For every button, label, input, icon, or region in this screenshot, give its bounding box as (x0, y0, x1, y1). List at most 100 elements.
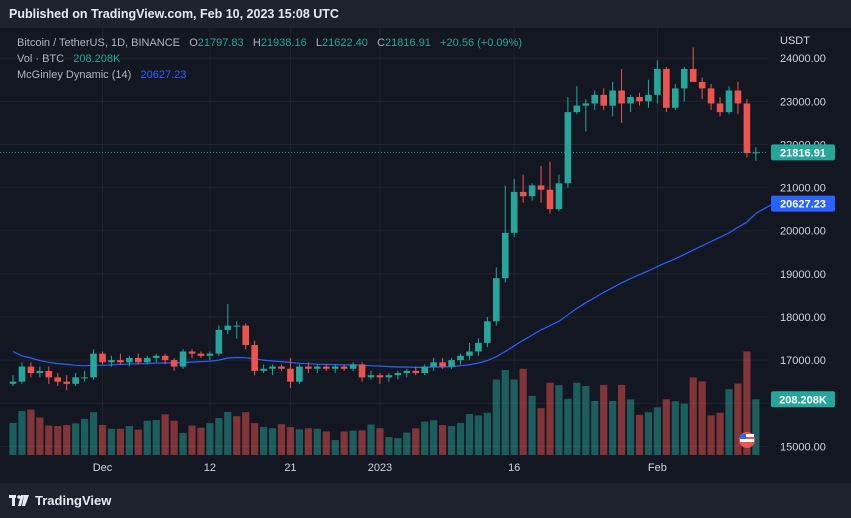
volume-bar (277, 424, 286, 455)
volume-bar (143, 420, 151, 455)
indicator-price-tag-text: 20627.23 (780, 199, 826, 211)
volume-bar (161, 414, 169, 455)
candle-body (287, 368, 294, 382)
candle-body (743, 103, 751, 154)
candle-body (269, 366, 276, 369)
volume-bar (716, 412, 724, 455)
currency-label: USDT (780, 35, 810, 47)
candle-body (493, 278, 500, 322)
chart-legend: Bitcoin / TetherUS, 1D, BINANCE O21797.8… (17, 35, 522, 83)
candle-body (224, 325, 232, 330)
volume-bar (251, 423, 259, 455)
candle-body (394, 373, 402, 376)
candle-body (376, 375, 384, 378)
x-tick-label: Dec (93, 462, 113, 474)
volume-bar (63, 425, 71, 455)
volume-bar (268, 428, 277, 455)
candle-body (358, 364, 366, 378)
candle-body (448, 360, 455, 367)
last-price-tag-bg (771, 144, 835, 161)
volume-bar (501, 369, 509, 455)
volume-bar (45, 425, 53, 455)
volume-bar (680, 403, 688, 455)
candle-body (734, 90, 742, 104)
volume-bar (734, 383, 742, 455)
candle-body (260, 368, 267, 371)
candle-body (654, 68, 661, 95)
volume-bar (340, 431, 348, 455)
candle-body (242, 325, 249, 346)
candle-body (672, 88, 679, 108)
legend-indicator-label: McGinley Dynamic (14) (17, 69, 132, 81)
volume-bar (600, 384, 608, 455)
legend-high-value: 21938.16 (260, 37, 307, 49)
y-tick-label: 21000.00 (780, 183, 826, 195)
candle-body (555, 183, 563, 210)
candle-body (636, 97, 643, 102)
volume-bar (752, 399, 760, 455)
volume-bar (671, 401, 679, 455)
candle-body (233, 325, 241, 327)
legend-open-label: O (189, 37, 198, 49)
candle-body (117, 360, 124, 363)
candle-body (582, 103, 590, 106)
candle-body (314, 366, 321, 369)
legend-open-value: 21797.83 (197, 37, 244, 49)
candle-body (564, 112, 572, 184)
volume-bar (170, 420, 178, 455)
volume-bar (215, 418, 223, 455)
candlestick-chart[interactable]: 15000.0016000.0017000.0018000.0019000.00… (0, 28, 851, 483)
x-tick-label: 16 (508, 462, 520, 474)
volume-bar (662, 399, 670, 455)
volume-bar (179, 433, 187, 455)
candle-body (197, 353, 205, 356)
volume-bar (197, 427, 205, 455)
volume-bar (349, 430, 357, 455)
candle-body (484, 321, 491, 343)
legend-volume-row: Vol · BTC 208.208K (17, 51, 522, 67)
volume-bar (492, 379, 500, 455)
y-tick-label: 15000.00 (780, 441, 826, 453)
volume-bar (421, 421, 429, 455)
candle-body (278, 366, 285, 369)
us-flag-stripe (740, 434, 754, 437)
volume-bar (54, 426, 62, 455)
volume-bar (537, 408, 545, 455)
volume-bar (447, 426, 456, 455)
legend-symbol: Bitcoin / TetherUS, 1D, BINANCE (17, 37, 181, 49)
volume-bar (81, 418, 89, 455)
us-flag-stripe (740, 439, 754, 442)
candle-body (707, 88, 715, 104)
candle-body (72, 377, 79, 384)
volume-bar (591, 400, 599, 455)
volume-bar (483, 412, 491, 455)
y-tick-label: 24000.00 (780, 53, 826, 65)
x-tick-label: Feb (648, 462, 667, 474)
y-tick-label: 17000.00 (780, 355, 826, 367)
top-bar (0, 0, 851, 28)
volume-bar (403, 432, 411, 455)
volume-bar (242, 412, 250, 455)
candle-body (403, 370, 411, 374)
volume-bar (394, 438, 402, 455)
candle-body (18, 366, 26, 382)
candle-body (36, 370, 44, 374)
candle-body (45, 370, 53, 378)
volume-bar (286, 427, 295, 455)
mcginley-line (12, 203, 774, 368)
volume-bar (331, 440, 339, 455)
tradingview-brand[interactable]: TradingView (9, 493, 111, 508)
volume-bar (18, 410, 26, 455)
candle-body (430, 362, 437, 367)
volume-bar (609, 400, 617, 455)
legend-volume-label: Vol · BTC (17, 53, 65, 65)
candle-body (510, 191, 518, 233)
candle-body (206, 353, 214, 356)
legend-change: +20.56 (+0.09%) (440, 37, 523, 49)
volume-bar (582, 385, 590, 455)
candle-body (215, 329, 223, 354)
y-tick-label: 18000.00 (780, 312, 826, 324)
volume-bar (456, 422, 465, 455)
candle-body (9, 381, 17, 384)
candle-body (385, 375, 393, 378)
